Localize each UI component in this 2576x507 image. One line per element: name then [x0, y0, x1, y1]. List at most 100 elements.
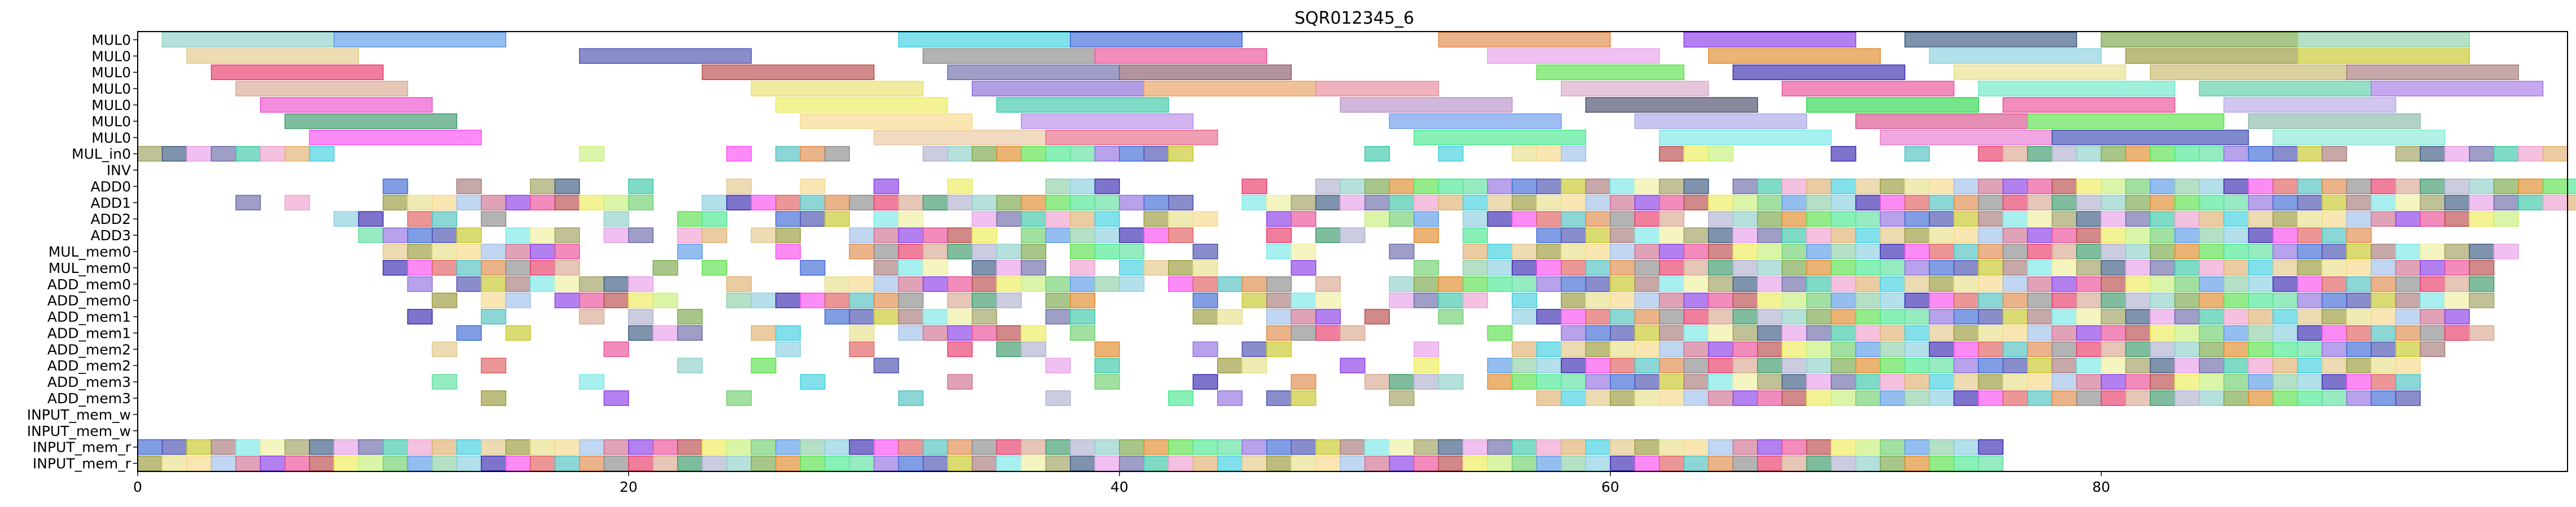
- task-bar: [579, 308, 605, 325]
- task-bar: [1045, 439, 1071, 455]
- task-bar: [1781, 227, 1807, 243]
- task-bar: [260, 97, 433, 113]
- task-bar: [530, 178, 556, 195]
- task-bar: [1757, 227, 1783, 243]
- task-bar: [1511, 211, 1537, 227]
- task-bar: [1757, 325, 1783, 341]
- task-bar: [1806, 260, 1832, 276]
- task-bar: [2076, 358, 2102, 373]
- task-bar: [1364, 308, 1390, 325]
- task-bar: [1781, 260, 1807, 276]
- task-bar: [1364, 195, 1390, 211]
- task-bar: [898, 292, 924, 308]
- task-bar: [235, 195, 261, 211]
- task-bar: [1462, 276, 1488, 292]
- task-bar: [1609, 455, 1635, 471]
- task-bar: [2149, 374, 2175, 390]
- task-bar: [1904, 390, 1930, 406]
- task-bar: [1683, 308, 1709, 325]
- task-bar: [2198, 178, 2224, 195]
- task-bar: [972, 260, 998, 276]
- task-bar: [2248, 146, 2274, 162]
- task-bar: [874, 439, 899, 455]
- task-bar: [1683, 341, 1709, 358]
- task-bar: [554, 227, 580, 243]
- task-bar: [628, 439, 654, 455]
- task-bar: [1291, 195, 1316, 211]
- task-bar: [2149, 292, 2175, 308]
- task-bar: [1487, 276, 1513, 292]
- task-bar: [1364, 178, 1390, 195]
- task-bar: [2027, 227, 2053, 243]
- task-bar: [2371, 195, 2397, 211]
- task-bar: [456, 260, 482, 276]
- task-bar: [1831, 211, 1857, 227]
- task-bar: [579, 195, 605, 211]
- task-bar: [579, 48, 752, 64]
- task-bar: [1929, 195, 1955, 211]
- task-bar: [726, 439, 752, 455]
- task-bar: [1241, 455, 1267, 471]
- task-bar: [1708, 244, 1734, 259]
- task-bar: [2567, 178, 2576, 195]
- task-bar: [2248, 390, 2274, 406]
- task-bar: [2027, 341, 2053, 358]
- task-bar: [603, 276, 629, 292]
- task-bar: [284, 113, 458, 129]
- task-bar: [2444, 260, 2470, 276]
- task-bar: [2174, 195, 2200, 211]
- task-bar: [898, 325, 924, 341]
- task-bar: [2469, 276, 2495, 292]
- task-bar: [2297, 195, 2323, 211]
- task-bar: [383, 244, 409, 259]
- task-bar: [1094, 178, 1120, 195]
- task-bar: [1831, 244, 1857, 259]
- task-bar: [2076, 178, 2102, 195]
- task-bar: [775, 244, 801, 259]
- y-tick-label: ADD_mem1: [47, 325, 131, 341]
- task-bar: [824, 292, 850, 308]
- task-bar: [2051, 390, 2077, 406]
- task-bar: [2371, 211, 2397, 227]
- task-bar: [1978, 292, 2004, 308]
- task-bar: [972, 146, 998, 162]
- task-bar: [849, 276, 875, 292]
- task-bar: [1511, 276, 1537, 292]
- task-bar: [1880, 390, 1906, 406]
- task-bar: [849, 439, 875, 455]
- task-bar: [1266, 292, 1292, 308]
- task-bar: [2567, 195, 2576, 211]
- task-bar: [1291, 244, 1316, 259]
- task-bar: [260, 146, 286, 162]
- y-tick-label: INPUT_mem_w: [27, 423, 131, 439]
- task-bar: [2346, 64, 2519, 80]
- task-bar: [1732, 308, 1758, 325]
- task-bar: [2395, 178, 2421, 195]
- task-bar: [1609, 211, 1635, 227]
- task-bar: [1560, 260, 1586, 276]
- task-bar: [1266, 276, 1292, 292]
- task-bar: [1045, 455, 1071, 471]
- task-bar: [1511, 341, 1537, 358]
- task-bar: [2420, 178, 2446, 195]
- task-bar: [898, 455, 924, 471]
- task-bar: [2248, 276, 2274, 292]
- task-bar: [1658, 227, 1684, 243]
- y-tick-label: MUL_in0: [72, 146, 131, 162]
- task-bar: [1831, 276, 1857, 292]
- task-bar: [1732, 276, 1758, 292]
- task-bar: [2223, 260, 2249, 276]
- task-bar: [1880, 211, 1906, 227]
- task-bar: [432, 455, 458, 471]
- task-bar: [2444, 308, 2470, 325]
- x-tick-label: 20: [620, 479, 638, 495]
- task-bar: [2174, 260, 2200, 276]
- task-bar: [751, 358, 776, 373]
- task-bar: [554, 260, 580, 276]
- task-bar: [383, 260, 409, 276]
- task-bar: [947, 276, 973, 292]
- task-bar: [284, 146, 310, 162]
- task-bar: [2198, 276, 2224, 292]
- task-bar: [1658, 374, 1684, 390]
- task-bar: [1438, 146, 1464, 162]
